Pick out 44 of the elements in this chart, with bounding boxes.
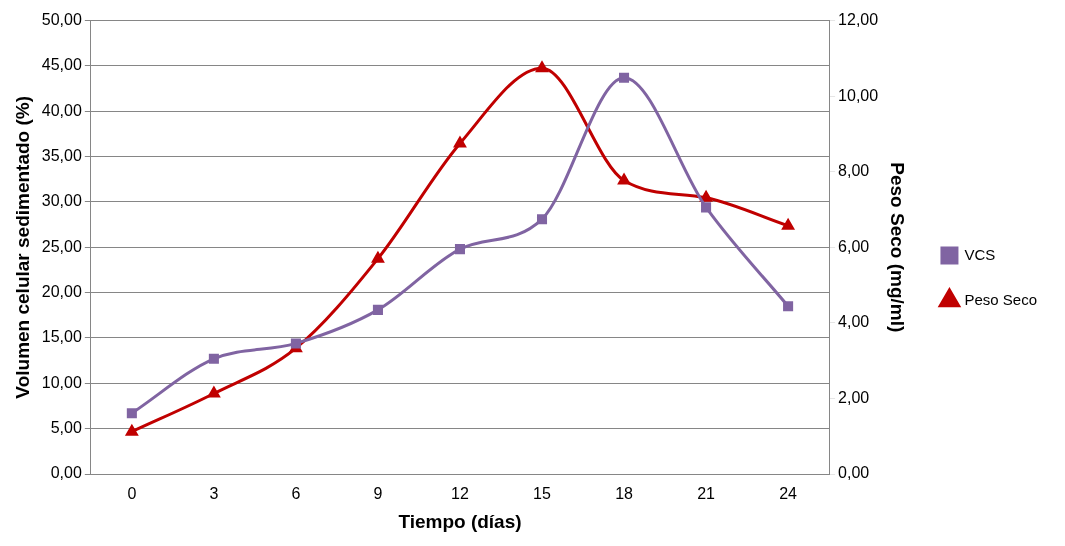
y-tick-label: 40,00 [41,101,82,119]
y-tick-label: 0,00 [50,464,82,482]
y2-tick-label: 12,00 [838,11,879,29]
y-tick-label: 45,00 [41,56,82,74]
point [618,173,630,185]
y-tick-label: 30,00 [41,192,82,210]
y-tick-label: 10,00 [41,373,82,391]
y-tick-label: 20,00 [41,283,82,301]
y-tick-label: 35,00 [41,147,82,165]
y-tick-label: 5,00 [50,419,82,437]
point [454,136,466,148]
y2-tick-label: 4,00 [838,313,870,331]
x-tick-label: 18 [615,485,634,503]
x-tick-label: 12 [451,485,469,503]
y-tick-label: 25,00 [41,237,82,255]
x-tick-label: 15 [533,485,552,503]
point [290,338,301,349]
y2-tick-label: 8,00 [838,162,870,180]
x-tick-label: 3 [209,485,219,503]
y2-tick-label: 6,00 [838,237,870,255]
point [701,202,712,213]
x-tick-label: 21 [697,485,716,503]
x-tick-label: 6 [291,485,301,503]
x-tick-label: 24 [779,485,798,503]
y2-tick-label: 2,00 [838,388,870,406]
point [126,408,137,419]
legend-label: VCS [964,245,996,263]
y-tick-label: 50,00 [41,11,82,29]
x-axis-title: Tiempo (días) [398,510,522,532]
point [372,304,383,315]
y-axis-title: Volumen celular sedimentado (%) [11,95,33,399]
point [783,301,794,312]
y2-tick-label: 0,00 [838,464,870,482]
point [208,353,219,364]
point [536,61,548,73]
legend-label: Peso Seco [964,290,1037,308]
point [619,72,630,83]
y-tick-label: 15,00 [41,328,82,346]
point [454,244,466,255]
y2-axis-title: Peso Seco (mg/ml) [887,162,909,333]
x-tick-label: 9 [373,485,383,503]
point [536,214,548,225]
x-tick-label: 0 [127,485,137,503]
y2-tick-label: 10,00 [838,86,879,104]
